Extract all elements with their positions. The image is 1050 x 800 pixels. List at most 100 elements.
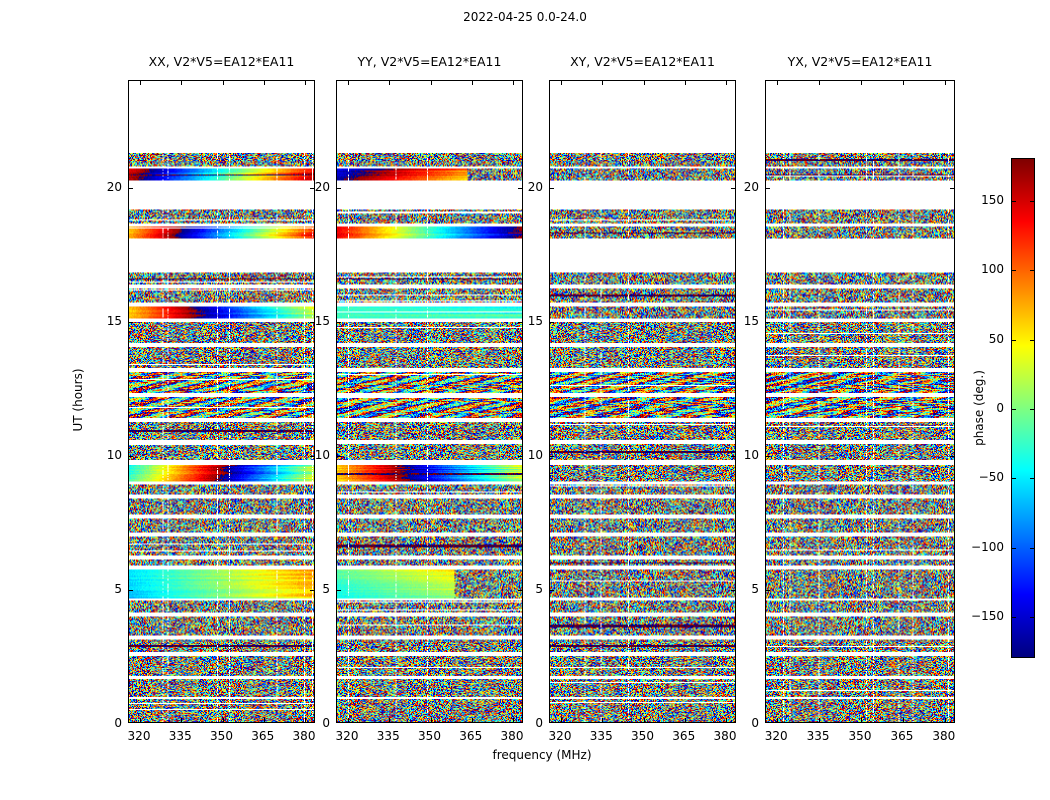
y-tick-mark (129, 322, 133, 324)
y-tick-mark (129, 188, 133, 190)
y-tick-label-5: 5 (114, 582, 122, 597)
y-tick-mark (129, 590, 133, 592)
x-tick-mark (140, 718, 141, 722)
panel-title-yx: YX, V2*V5=EA12*EA11 (787, 54, 933, 69)
panel-yy[interactable]: YY, V2*V5=EA12*EA11 0 5 10 15 20 320 335 350 365… (315, 54, 524, 743)
heatmap-yy (337, 81, 522, 722)
x-tick-label-350: 350 (210, 729, 233, 743)
colorbar-tick-label: 100 (981, 262, 1004, 277)
x-tick-mark (684, 718, 686, 722)
colorbar-tick-mark (1030, 409, 1034, 410)
x-tick-mark (389, 81, 391, 85)
axes-frame-xx (128, 80, 315, 723)
y-tick-mark (950, 456, 954, 458)
y-tick-label-10: 10 (106, 448, 122, 463)
y-tick-mark (950, 590, 954, 592)
x-tick-mark (944, 81, 946, 85)
colorbar-tick-mark (1030, 547, 1034, 549)
y-tick-mark (731, 188, 735, 190)
colorbar-tick-mark (1030, 339, 1034, 341)
x-tick-mark (181, 81, 183, 85)
y-tick-mark (518, 322, 522, 324)
x-tick-mark (726, 81, 727, 85)
y-tick-label-10: 10 (314, 448, 330, 463)
y-tick-mark (550, 590, 554, 592)
x-tick-label-335: 335 (589, 729, 613, 743)
y-tick-mark (731, 456, 735, 458)
y-tick-mark (310, 188, 314, 190)
x-tick-label-335: 335 (168, 729, 192, 743)
x-tick-label-380: 380 (713, 729, 737, 743)
colorbar-tick-label: −50 (978, 470, 1004, 485)
colorbar-tick-mark (1012, 270, 1016, 272)
x-tick-mark (181, 718, 183, 722)
y-tick-label-20: 20 (743, 180, 759, 195)
y-tick-label-10: 10 (527, 448, 543, 463)
x-tick-label-350: 350 (848, 729, 872, 743)
x-tick-mark (348, 81, 349, 85)
x-tick-mark (861, 718, 862, 722)
heatmap-xx (129, 81, 314, 722)
axes-frame-xy (549, 80, 736, 723)
panel-xy[interactable]: XY, V2*V5=EA12*EA11 0 5 10 15 20 320 335 350 365… (528, 54, 737, 743)
y-tick-label-15: 15 (527, 314, 543, 329)
y-tick-mark (766, 590, 770, 592)
y-tick-label-5: 5 (322, 582, 330, 597)
x-tick-label-320: 320 (127, 729, 151, 743)
y-tick-label-20: 20 (527, 180, 543, 195)
colorbar-tick-label: 150 (981, 192, 1004, 207)
panel-xx[interactable]: XX, V2*V5=EA12*EA11 0 5 10 15 20 320 335 350 365… (107, 54, 316, 743)
x-tick-label-320: 320 (335, 729, 359, 743)
colorbar-tick-mark (1030, 270, 1034, 272)
colorbar-tick-mark (1012, 409, 1016, 410)
x-tick-mark (513, 718, 514, 722)
x-tick-mark (263, 81, 265, 85)
x-tick-mark (471, 81, 473, 85)
x-tick-mark (777, 81, 779, 85)
x-tick-mark (305, 81, 306, 85)
y-tick-mark (518, 188, 522, 190)
axes-frame-yy (336, 80, 523, 723)
y-tick-mark (731, 590, 735, 592)
colorbar-tick-mark (1012, 617, 1016, 619)
panel-title-xx: XX, V2*V5=EA12*EA11 (148, 54, 295, 69)
x-tick-mark (222, 718, 224, 722)
x-tick-mark (643, 718, 645, 722)
y-tick-label-0: 0 (535, 716, 543, 730)
panel-yx[interactable]: YX, V2*V5=EA12*EA11 0 5 10 15 20 320 335 350 365… (744, 54, 956, 743)
x-tick-mark (684, 81, 686, 85)
x-tick-mark (263, 718, 265, 722)
x-tick-mark (561, 718, 562, 722)
y-tick-mark (950, 188, 954, 190)
x-tick-mark (944, 718, 946, 722)
x-tick-label-365: 365 (672, 729, 696, 743)
axes-frame-yx (765, 80, 955, 723)
colorbar[interactable]: −150 −100 −50 0 50 100 150 (971, 158, 1035, 658)
x-tick-mark (513, 81, 514, 85)
x-tick-label-365: 365 (251, 729, 275, 743)
y-tick-mark (337, 322, 341, 324)
y-tick-label-20: 20 (314, 180, 330, 195)
x-tick-label-350: 350 (418, 729, 441, 743)
y-tick-label-5: 5 (751, 582, 759, 597)
y-tick-mark (337, 456, 341, 458)
y-tick-label-20: 20 (106, 180, 122, 195)
x-tick-mark (726, 718, 727, 722)
heatmap-xy (550, 81, 735, 722)
y-tick-mark (310, 456, 314, 458)
colorbar-tick-mark (1012, 339, 1016, 341)
y-tick-mark (950, 322, 954, 324)
x-tick-label-320: 320 (548, 729, 572, 743)
x-tick-mark (305, 718, 306, 722)
y-tick-label-5: 5 (535, 582, 543, 597)
x-tick-mark (643, 81, 645, 85)
x-tick-mark (861, 81, 862, 85)
y-axis-label: UT (hours) (71, 368, 85, 432)
y-tick-mark (337, 590, 341, 592)
colorbar-tick-label: −150 (971, 609, 1004, 624)
y-tick-mark (731, 322, 735, 324)
x-tick-label-380: 380 (292, 729, 316, 743)
x-tick-mark (902, 81, 904, 85)
colorbar-tick-mark (1030, 478, 1034, 480)
